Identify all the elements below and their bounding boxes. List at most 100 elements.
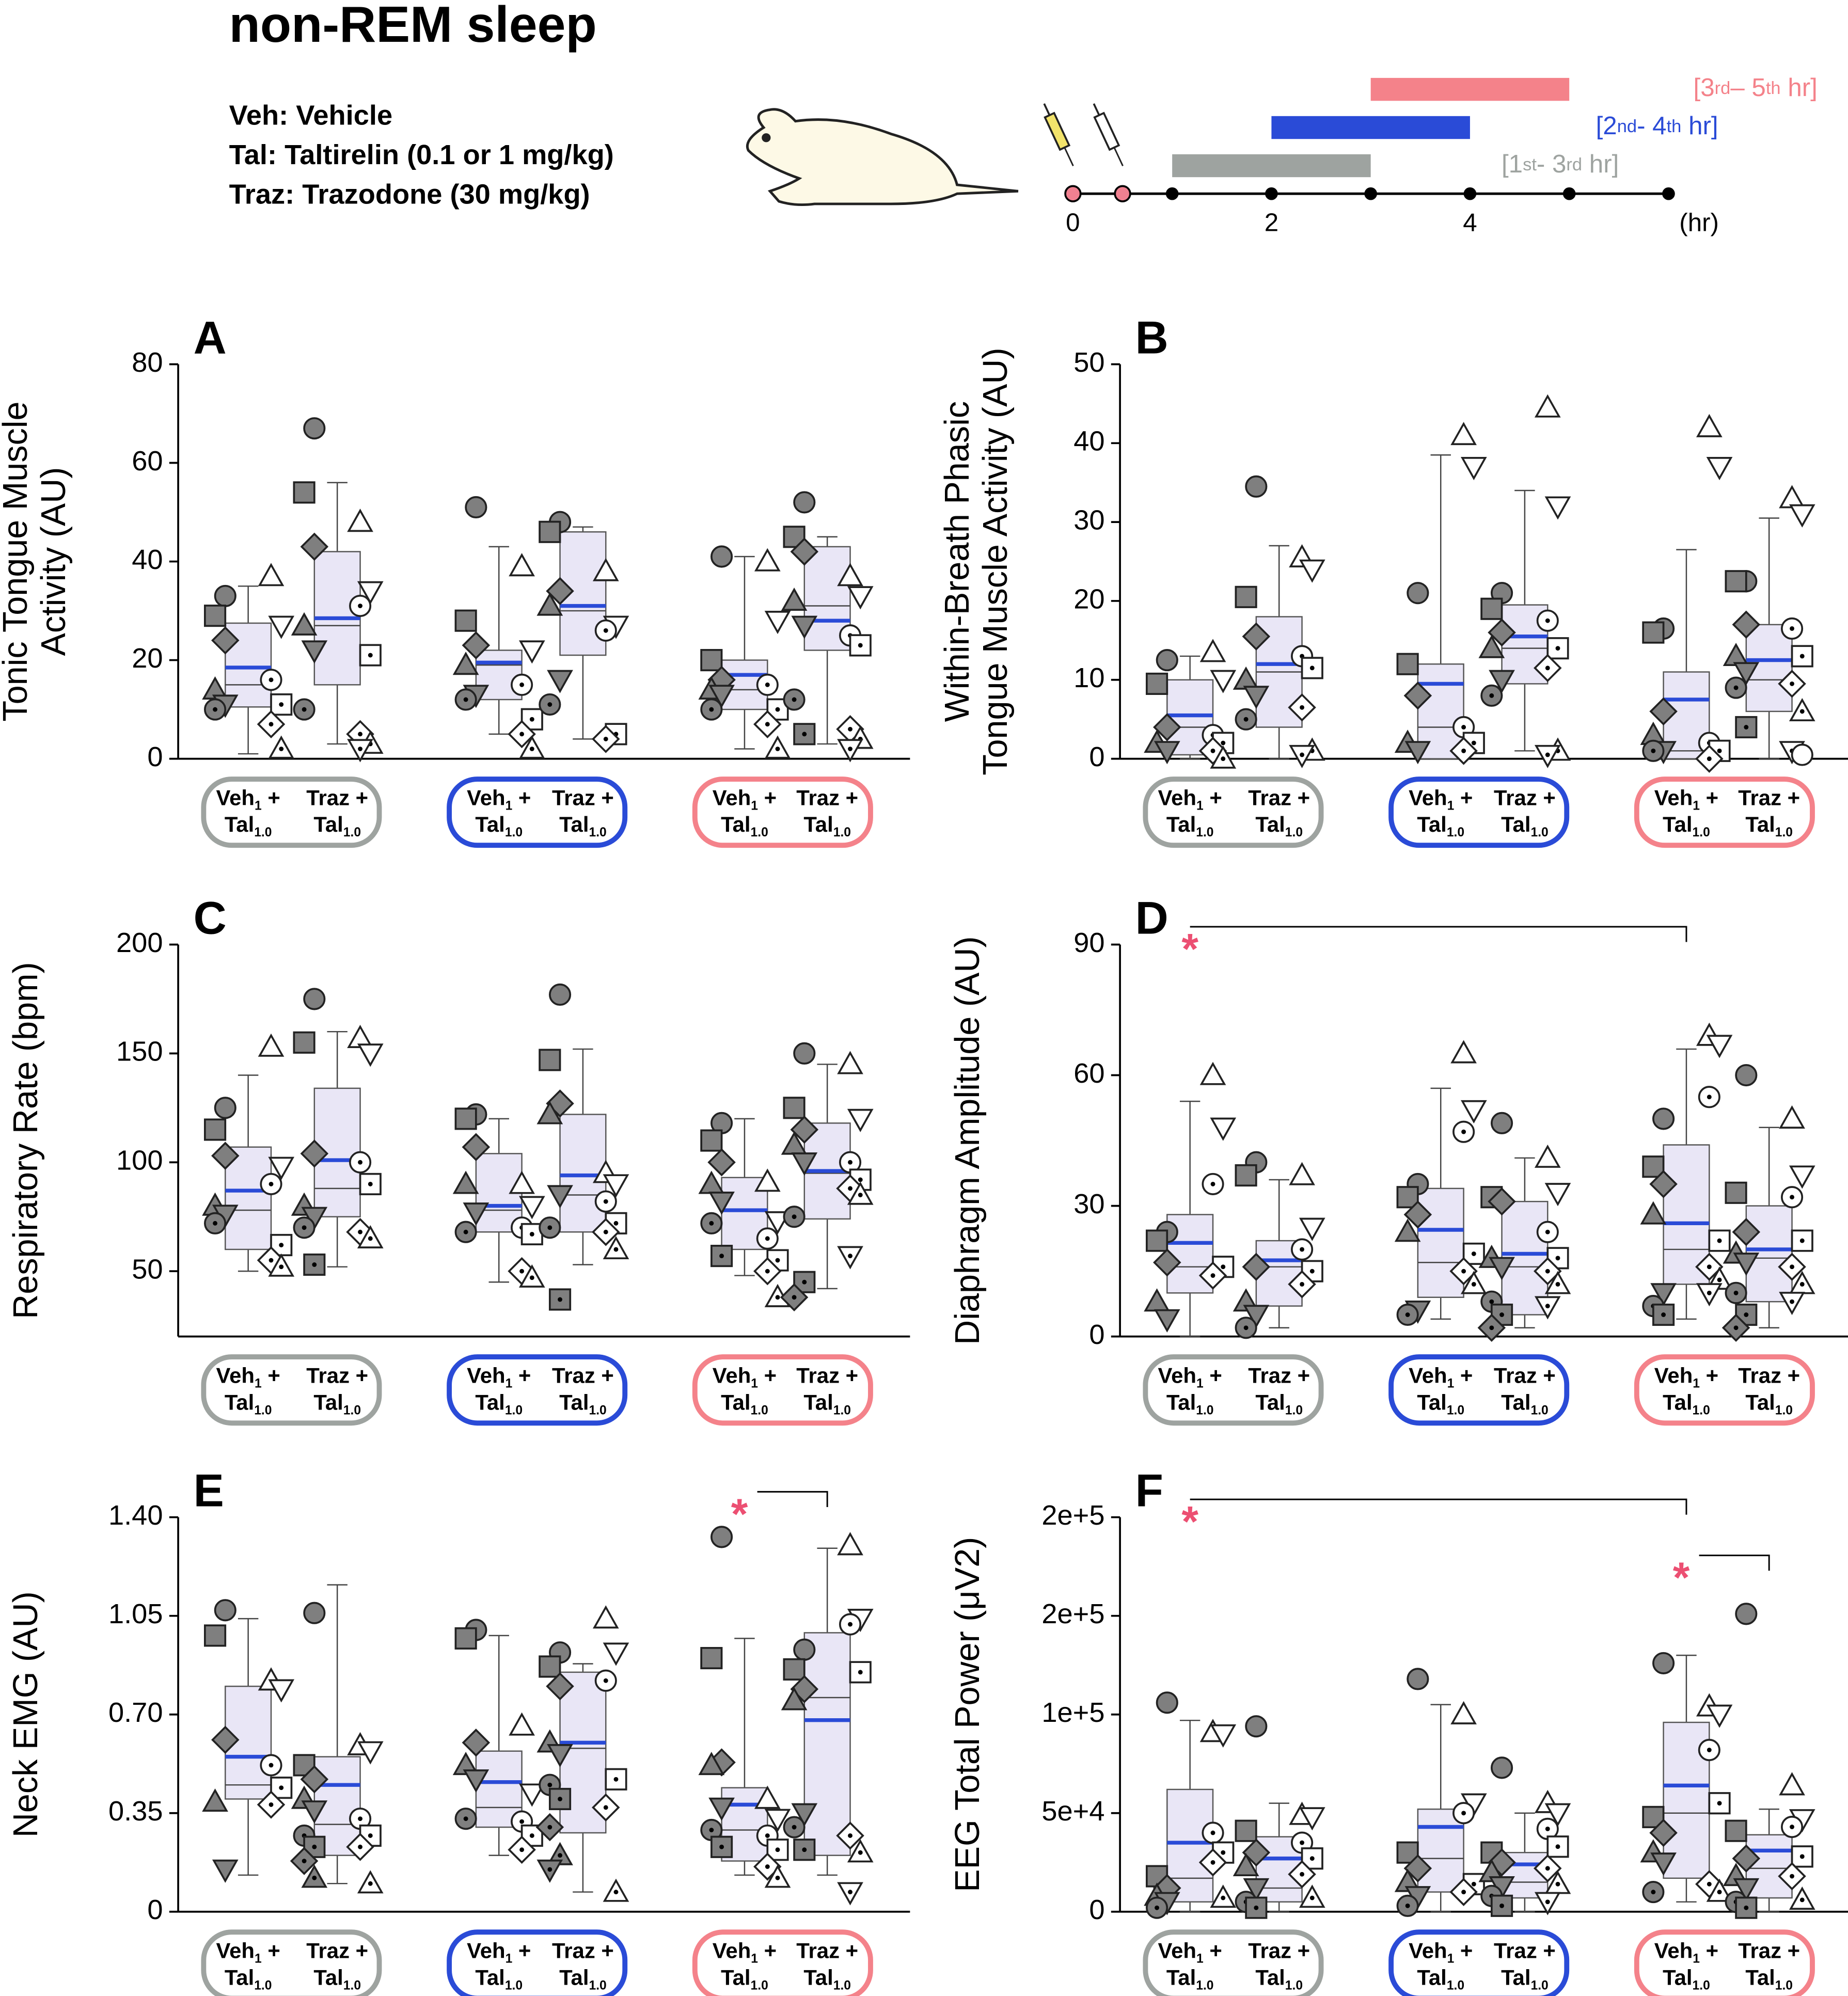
timeline-tick-label: 4 — [1463, 208, 1477, 236]
group-label-part: Veh — [1409, 1364, 1447, 1388]
group-label-part: 1 — [506, 799, 513, 813]
group-label-part: Traz + — [306, 1939, 368, 1963]
figure-title: non-REM sleep — [229, 0, 597, 53]
data-point — [211, 1725, 240, 1754]
y-tick-label: 0 — [1089, 741, 1104, 772]
group-pill — [1388, 1354, 1570, 1426]
data-point — [790, 537, 819, 566]
panel: F EEG Total Power (μV2) 0 5e+4 1e+5 2e+5 2e+5 *… — [949, 1465, 1848, 1996]
group-label-part: Tal — [1745, 812, 1775, 836]
point-dot — [268, 722, 274, 727]
data-point — [518, 1783, 545, 1807]
point-dot — [802, 1847, 807, 1852]
point-dot — [1300, 752, 1305, 757]
data-point — [1779, 1105, 1805, 1129]
data-point — [764, 611, 791, 635]
data-point — [539, 1049, 561, 1071]
group-label-part: 1.0 — [1447, 1403, 1464, 1417]
window-label-part: hr] — [1582, 150, 1619, 178]
point-dot — [1744, 1312, 1749, 1317]
point-dot — [1243, 717, 1249, 722]
group-label-part: Tal — [1501, 812, 1530, 836]
point-dot — [1405, 1903, 1410, 1908]
point-dot — [1309, 1269, 1315, 1274]
box — [559, 1114, 607, 1233]
group-label-part: Traz + — [306, 786, 368, 810]
group-label-part: Traz + — [552, 786, 614, 810]
y-tick-label: 10 — [1073, 662, 1104, 693]
group-label-part: Tal — [225, 812, 254, 836]
data-point — [212, 1859, 239, 1883]
point-dot — [368, 1833, 373, 1838]
data-point — [1791, 645, 1813, 668]
group-label-part: Tal — [803, 1965, 833, 1989]
panel-letter: C — [194, 893, 227, 944]
point-dot — [848, 1254, 852, 1259]
point-dot — [1717, 748, 1722, 753]
data-point — [1153, 713, 1181, 741]
group-label-part: 1.0 — [1775, 1978, 1793, 1992]
point-dot — [709, 1828, 714, 1832]
point-dot — [312, 1262, 317, 1267]
point-dot — [858, 1193, 863, 1197]
data-point — [1706, 457, 1733, 481]
group-label-part: + — [262, 1939, 280, 1963]
group-label-part: 1 — [751, 1377, 758, 1391]
point-dot — [765, 1236, 770, 1241]
window-label-part: rd — [1715, 78, 1731, 98]
point-dot — [1733, 1290, 1739, 1295]
significance-label: * — [1181, 1497, 1198, 1546]
group-pill — [447, 1354, 628, 1426]
point-dot — [529, 747, 534, 751]
group-label: Tal1.0 — [225, 1390, 272, 1417]
data-point — [1404, 741, 1431, 765]
group-label: Veh1 + — [1654, 1939, 1718, 1966]
point-dot — [802, 1279, 807, 1285]
point-dot — [1555, 1844, 1560, 1849]
group-label: Tal1.0 — [1255, 1390, 1303, 1417]
group-label-part: 1.0 — [589, 1403, 607, 1417]
group-label-part: 1 — [255, 1377, 262, 1391]
point-dot — [1555, 646, 1560, 651]
group-label: Veh1 + — [1409, 1939, 1473, 1966]
point-dot — [848, 1890, 852, 1895]
y-tick-label: 0 — [147, 741, 163, 772]
point-dot — [775, 747, 780, 751]
point-dot — [775, 1258, 780, 1263]
syringe-plunger — [1093, 103, 1100, 116]
data-point — [548, 983, 572, 1006]
group-label-part: + — [262, 786, 280, 810]
group-label-part: Tal — [313, 1390, 343, 1414]
y-tick-label: 200 — [116, 927, 163, 958]
panel: A Tonic Tongue Muscle Activity (AU) 0 20 40 60… — [0, 312, 910, 848]
data-point — [1403, 1200, 1432, 1229]
data-point — [1544, 496, 1571, 520]
timeline-dot — [1562, 187, 1576, 200]
data-point — [592, 558, 619, 581]
point-dot — [1707, 1095, 1712, 1100]
y-tick-label: 2e+5 — [1041, 1598, 1104, 1629]
legend-line: Tal: Taltirelin (0.1 or 1 mg/kg) — [229, 139, 614, 170]
syringe — [1043, 103, 1074, 167]
point-dot — [765, 1864, 770, 1869]
group-label-part: Traz + — [1494, 786, 1556, 810]
point-dot — [1555, 1256, 1560, 1261]
data-point — [793, 723, 816, 746]
point-dot — [1790, 1874, 1794, 1879]
group-label-part: 1 — [751, 799, 758, 813]
data-point — [781, 1687, 808, 1710]
data-point — [1396, 653, 1419, 675]
y-tick-label: 1.05 — [108, 1598, 163, 1629]
group-label: Veh1 + — [713, 1939, 777, 1966]
group-label-part: Traz + — [796, 786, 858, 810]
point-dot — [1471, 1881, 1476, 1887]
point-dot — [1790, 681, 1794, 686]
data-point — [268, 1157, 295, 1180]
data-point — [1243, 1878, 1270, 1902]
timeline-unit: (hr) — [1679, 208, 1719, 236]
data-point — [203, 1118, 227, 1141]
group-label-part: + — [1204, 1939, 1222, 1963]
data-point — [754, 1785, 781, 1809]
y-axis-label: Respiratory Rate (bpm) — [7, 962, 45, 1319]
point-dot — [1717, 1238, 1722, 1243]
